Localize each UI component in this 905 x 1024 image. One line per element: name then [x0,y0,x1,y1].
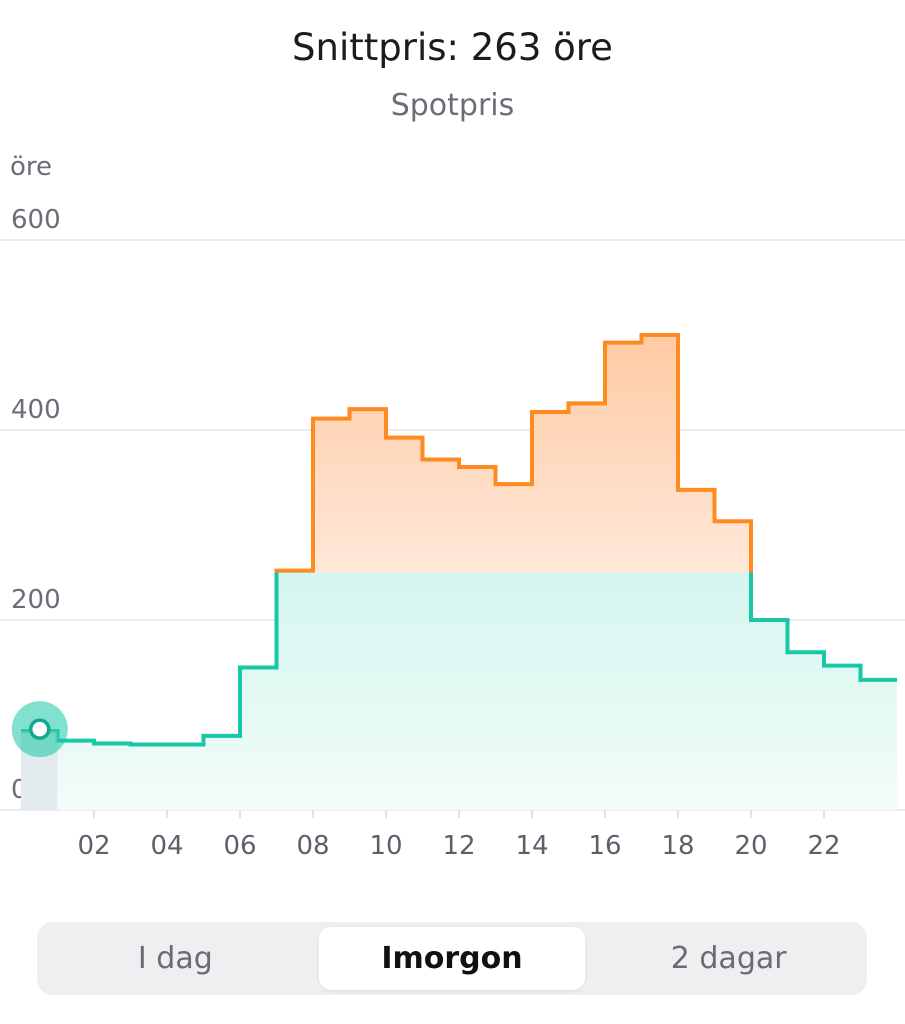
y-axis-unit-label: öre [10,152,53,182]
x-axis: 02 04 06 08 10 12 14 16 18 20 22 [77,810,841,860]
x-tick-label: 14 [515,831,548,860]
x-tick-label: 08 [296,831,329,860]
current-dot [29,718,51,740]
tab-today[interactable]: I dag [137,941,213,976]
current-hour-marker [11,701,68,810]
x-tick-label: 02 [77,831,110,860]
y-tick-label: 400 [11,395,61,425]
chart-title: Snittpris: 263 öre [292,26,613,69]
period-selector: I dag Imorgon 2 dagar [37,922,867,995]
x-tick-label: 10 [369,831,402,860]
x-tick-label: 04 [150,831,183,860]
line-low [21,572,897,747]
y-tick-label: 200 [11,585,61,615]
y-tick-label: 600 [11,205,61,235]
price-line [21,333,897,747]
line-high [274,333,753,573]
area-high [276,335,751,573]
area-low [21,572,897,810]
x-tick-label: 22 [807,831,840,860]
x-tick-label: 20 [734,831,767,860]
tab-tomorrow[interactable]: Imorgon [318,927,586,990]
x-tick-label: 06 [223,831,256,860]
chart-subtitle: Spotpris [390,88,515,123]
x-tick-label: 16 [588,831,621,860]
tab-two-days[interactable]: 2 dagar [670,941,787,976]
x-tick-label: 18 [661,831,694,860]
x-tick-label: 12 [442,831,475,860]
price-area [21,335,897,810]
